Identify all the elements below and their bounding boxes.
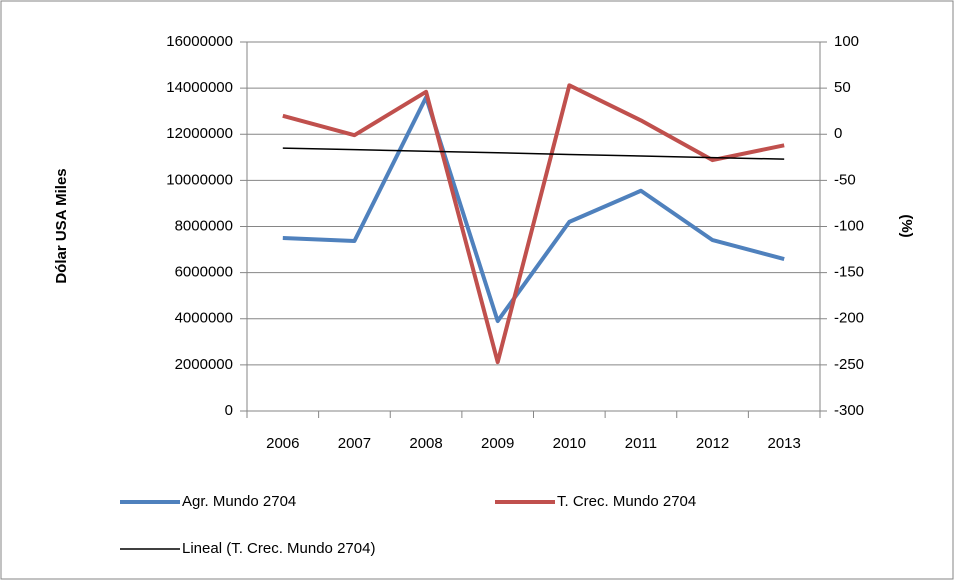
x-tick-label: 2006 [266, 435, 299, 452]
x-tick-label: 2007 [338, 435, 371, 452]
y2-tick-label: 0 [834, 125, 842, 142]
y-tick-label: 8000000 [175, 217, 233, 234]
series-line [282, 95, 785, 324]
y2-axis-label: (%) [898, 214, 915, 237]
y-axis-label: Dólar USA Miles [53, 168, 70, 283]
x-tick-label: 2010 [553, 435, 586, 452]
y-tick-label: 6000000 [175, 264, 233, 281]
y2-tick-label: -100 [834, 217, 864, 234]
y2-tick-label: 100 [834, 33, 859, 50]
y-tick-label: 0 [225, 402, 233, 419]
legend-label: Lineal (T. Crec. Mundo 2704) [182, 540, 375, 557]
y-tick-label: 2000000 [175, 356, 233, 373]
y-tick-label: 14000000 [166, 79, 233, 96]
y-tick-label: 4000000 [175, 310, 233, 327]
x-tick-label: 2009 [481, 435, 514, 452]
y-tick-label: 12000000 [166, 125, 233, 142]
x-tick-label: 2013 [768, 435, 801, 452]
series-line [282, 83, 785, 365]
y2-tick-label: -150 [834, 264, 864, 281]
y-tick-label: 16000000 [166, 33, 233, 50]
x-tick-label: 2008 [409, 435, 442, 452]
y2-tick-label: -300 [834, 402, 864, 419]
legend-label: T. Crec. Mundo 2704 [557, 493, 696, 510]
y2-tick-label: -50 [834, 171, 856, 188]
legend-label: Agr. Mundo 2704 [182, 493, 296, 510]
y2-tick-label: 50 [834, 79, 851, 96]
series-line [282, 147, 785, 160]
x-tick-label: 2012 [696, 435, 729, 452]
x-tick-label: 2011 [625, 435, 657, 452]
y2-tick-label: -200 [834, 310, 864, 327]
y-tick-label: 10000000 [166, 171, 233, 188]
y2-tick-label: -250 [834, 356, 864, 373]
